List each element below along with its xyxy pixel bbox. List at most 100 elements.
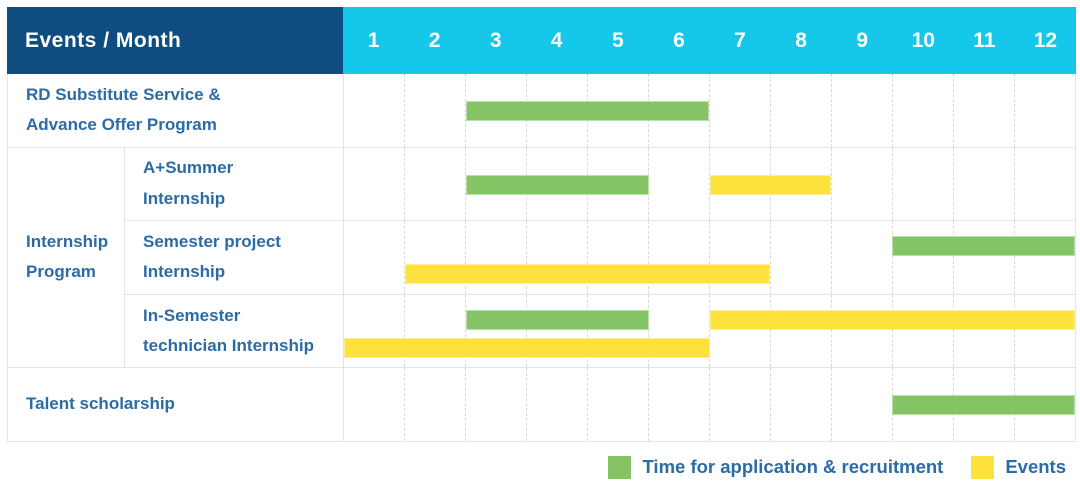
chart-cell-semester-project-internship	[344, 221, 1075, 295]
gridline-column	[344, 368, 405, 441]
gridline-column	[710, 221, 771, 294]
gridline-column	[649, 74, 710, 147]
gridline-column	[893, 147, 954, 221]
row-label-rd-substitute-service: RD Substitute Service & Advance Offer Pro…	[8, 74, 344, 148]
legend-item-events: Events	[971, 455, 1066, 479]
row-label-in-semester-technician-internship: In-Semester technician Internship	[125, 294, 344, 369]
gridline-column	[588, 221, 649, 294]
legend-label-application-recruitment: Time for application & recruitment	[642, 456, 944, 477]
gridline-column	[344, 74, 405, 147]
group-label-internship-program: Internship Program	[8, 147, 125, 369]
month-header-6: 6	[673, 28, 685, 52]
gridline-column	[832, 147, 893, 221]
month-header-4: 4	[550, 28, 563, 52]
header-title: Events / Month	[7, 7, 343, 74]
month-header-5: 5	[612, 28, 624, 52]
gridline-column	[771, 294, 832, 368]
gridline-column	[710, 294, 771, 368]
events-month-table: Events / Month 1 2 3 4 5 6 7 8 9 10 11 12 RD Substi…	[7, 7, 1076, 442]
gridline-column	[527, 221, 588, 294]
gridline-column	[954, 74, 1015, 147]
gridline-column	[344, 147, 405, 221]
table-header-row: Events / Month 1 2 3 4 5 6 7 8 9 10 11 12	[7, 7, 1076, 74]
row-label-a-plus-summer-internship: A+Summer Internship	[125, 147, 344, 222]
month-header-8: 8	[795, 28, 807, 52]
gridline-column	[527, 294, 588, 368]
chart-cell-rd-substitute-service	[344, 74, 1075, 148]
month-header-strip: 1 2 3 4 5 6 7 8 9 10 11 12	[343, 7, 1076, 74]
gridline-column	[588, 294, 649, 368]
legend-item-application-recruitment: Time for application & recruitment	[608, 455, 944, 479]
gridline-column	[832, 74, 893, 147]
month-gridlines	[344, 221, 1075, 294]
gridline-column	[954, 294, 1015, 368]
gridline-column	[527, 368, 588, 441]
row-label-talent-scholarship: Talent scholarship	[8, 368, 344, 442]
gridline-column	[649, 368, 710, 441]
gridline-column	[1015, 221, 1075, 294]
gridline-column	[405, 294, 466, 368]
gridline-column	[954, 221, 1015, 294]
label-line: Internship	[26, 231, 109, 251]
gantt-bar-yellow-in-semester-technician-internship	[709, 309, 1075, 330]
label-line: technician Internship	[143, 336, 314, 356]
gantt-bar-yellow-semester-project-internship	[404, 264, 771, 285]
gridline-column	[1015, 148, 1075, 221]
gantt-bar-yellow-a-plus-summer-internship	[709, 174, 832, 195]
gridline-column	[710, 368, 771, 441]
gridline-column	[649, 221, 710, 294]
chart-cell-in-semester-technician-internship	[344, 294, 1075, 369]
label-line: Program	[26, 262, 96, 282]
table-body: RD Substitute Service & Advance Offer Pro…	[7, 74, 1076, 442]
month-header-9: 9	[856, 28, 868, 52]
gridline-column	[344, 221, 405, 294]
month-header-10: 10	[911, 28, 935, 52]
gridline-column	[832, 221, 893, 294]
label-line: A+Summer	[143, 158, 234, 178]
month-header-7: 7	[734, 28, 746, 52]
month-header-2: 2	[428, 28, 441, 52]
gridline-column	[832, 368, 893, 441]
chart-cell-a-plus-summer-internship	[344, 147, 1075, 222]
chart-cell-talent-scholarship	[344, 368, 1075, 442]
legend-swatch-events	[971, 455, 995, 479]
gridline-column	[954, 147, 1015, 221]
gridline-column	[771, 221, 832, 294]
label-line: Internship	[143, 262, 226, 282]
gridline-column	[344, 294, 405, 368]
month-header-12: 12	[1033, 28, 1058, 52]
month-header-11: 11	[973, 28, 996, 52]
month-gridlines	[344, 294, 1075, 368]
legend-swatch-application-recruitment	[608, 455, 632, 479]
label-line: Semester project	[143, 231, 281, 251]
gantt-bar-green-talent-scholarship	[892, 395, 1075, 416]
row-label-semester-project-internship: Semester project Internship	[125, 221, 344, 295]
gridline-column	[649, 294, 710, 368]
gridline-column	[710, 74, 771, 147]
label-line: RD Substitute Service &	[26, 84, 221, 104]
gridline-column	[771, 147, 832, 221]
legend: Time for application & recruitment Events	[608, 453, 1066, 481]
gridline-column	[649, 147, 710, 221]
gridline-column	[771, 74, 832, 147]
month-header-3: 3	[489, 28, 502, 52]
gridline-column	[405, 74, 466, 147]
gridline-column	[1015, 295, 1075, 368]
gridline-column	[1015, 74, 1075, 147]
gridline-column	[466, 368, 527, 441]
month-gridlines	[344, 74, 1075, 147]
gridline-column	[832, 294, 893, 368]
legend-label-events: Events	[1005, 456, 1066, 477]
gantt-bar-green-in-semester-technician-internship	[465, 309, 649, 330]
gridline-column	[588, 368, 649, 441]
gridline-column	[405, 147, 466, 221]
gantt-bar-green-a-plus-summer-internship	[465, 174, 649, 195]
gridline-column	[466, 221, 527, 294]
gridline-column	[893, 221, 954, 294]
gridline-column	[405, 221, 466, 294]
gridline-column	[466, 294, 527, 368]
gantt-bar-green-semester-project-internship	[892, 236, 1075, 257]
month-header-1: 1	[367, 28, 380, 52]
gantt-bar-green-rd-substitute-service	[465, 101, 710, 121]
